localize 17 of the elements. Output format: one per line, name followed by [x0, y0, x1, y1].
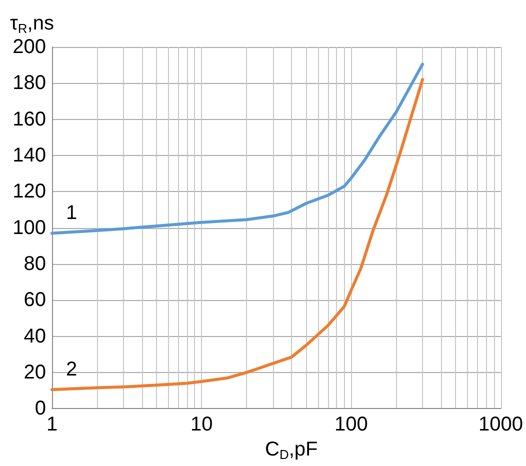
y-tick-label: 20 — [24, 361, 46, 384]
y-tick-label: 80 — [24, 252, 46, 275]
y-tick-label: 120 — [12, 180, 46, 203]
series-label: 1 — [66, 202, 78, 224]
y-tick-label: 0 — [34, 398, 46, 420]
y-tick-label: 40 — [24, 325, 46, 348]
y-tick-label: 160 — [12, 108, 46, 130]
y-tick-label: 180 — [12, 72, 46, 94]
x-tick-label: 1 — [46, 414, 58, 436]
series-label: 2 — [66, 358, 78, 381]
x-tick-label: 10 — [190, 414, 213, 436]
y-tick-label: 140 — [12, 144, 46, 166]
y-tick-label: 100 — [12, 216, 46, 239]
x-tick-label: 1000 — [478, 414, 524, 436]
x-tick-label: 100 — [334, 414, 368, 436]
y-tick-label: 60 — [24, 289, 46, 312]
y-tick-label: 200 — [12, 36, 46, 58]
